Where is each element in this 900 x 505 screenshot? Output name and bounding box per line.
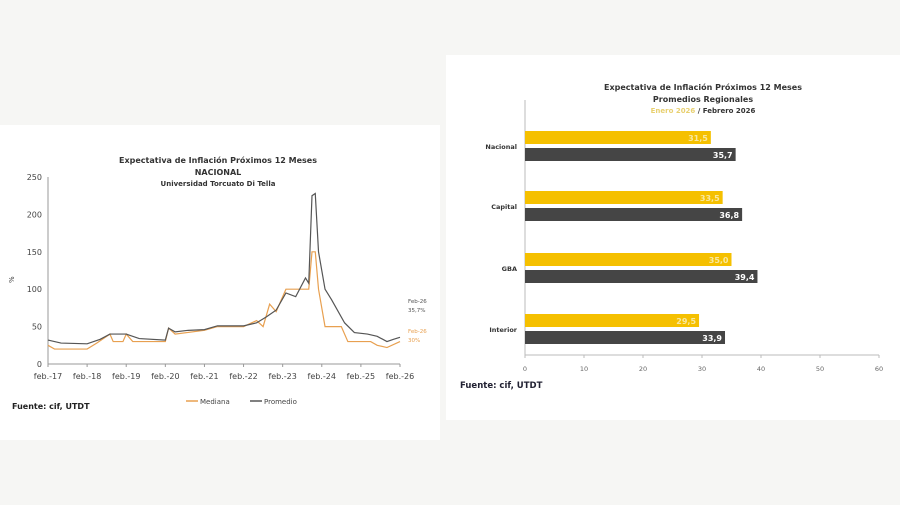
bar-value-label: 39,4 xyxy=(735,273,755,282)
x-tick-label: feb.-23 xyxy=(268,372,296,381)
bar-capital-1 xyxy=(525,208,743,221)
annotation-date: Feb-26 xyxy=(408,329,427,335)
bar-nacional-1 xyxy=(525,148,736,161)
y-tick-label: 0 xyxy=(37,360,42,369)
subtitle-subtitle_sep: / xyxy=(695,107,702,115)
x-tick-label: 10 xyxy=(580,365,588,373)
bar-value-label: 29,5 xyxy=(676,317,696,326)
chart-title: Expectativa de Inflación Próximos 12 Mes… xyxy=(119,155,317,165)
bar-value-label: 36,8 xyxy=(719,211,739,220)
line-chart-panel: Expectativa de Inflación Próximos 12 Mes… xyxy=(0,125,440,440)
source-note: Fuente: cif, UTDT xyxy=(460,381,543,391)
chart-subtitle: NACIONAL xyxy=(195,168,242,177)
bar-gba-1 xyxy=(525,270,758,283)
category-label: GBA xyxy=(502,265,517,273)
subtitle-subtitle_series2: Febrero 2026 xyxy=(703,107,756,115)
x-tick-label: feb.-18 xyxy=(73,372,101,381)
bar-chart: Expectativa de Inflación Próximos 12 Mes… xyxy=(460,82,883,391)
series-line-mediana xyxy=(47,251,401,350)
x-tick-label: 30 xyxy=(698,365,706,373)
y-tick-label: 50 xyxy=(32,323,42,332)
bar-interior-1 xyxy=(525,331,726,344)
x-tick-label: feb.-26 xyxy=(386,372,414,381)
y-tick-label: 250 xyxy=(27,173,42,182)
annotation-value: 35,7% xyxy=(408,308,425,314)
x-tick-label: 20 xyxy=(639,365,647,373)
bar-value-label: 31,5 xyxy=(688,134,708,143)
subtitle-subtitle_series1: Enero 2026 xyxy=(651,107,696,115)
bar-value-label: 33,5 xyxy=(700,194,720,203)
bar-chart-panel: Expectativa de Inflación Próximos 12 Mes… xyxy=(446,55,900,420)
series-line-promedio xyxy=(47,192,401,345)
x-tick-label: feb.-22 xyxy=(229,372,257,381)
x-tick-label: 40 xyxy=(757,365,765,373)
bar-gba-0 xyxy=(525,253,732,266)
y-tick-label: 150 xyxy=(27,248,42,257)
chart-subtitle-2: Universidad Torcuato Di Tella xyxy=(161,180,276,188)
chart-title: Expectativa de Inflación Próximos 12 Mes… xyxy=(604,82,802,92)
legend-label: Promedio xyxy=(264,398,297,406)
bar-interior-0 xyxy=(525,314,700,327)
bar-nacional-0 xyxy=(525,131,711,144)
bar-value-label: 35,0 xyxy=(709,256,729,265)
y-axis-label: % xyxy=(8,276,16,283)
chart-subtitle: Promedios Regionales xyxy=(653,95,753,104)
source-note: Fuente: cif, UTDT xyxy=(12,402,90,411)
x-tick-label: feb.-25 xyxy=(347,372,375,381)
x-tick-label: feb.-19 xyxy=(112,372,140,381)
category-label: Nacional xyxy=(485,143,517,151)
y-tick-label: 100 xyxy=(27,285,42,294)
annotation-date: Feb-26 xyxy=(408,299,427,305)
bar-value-label: 35,7 xyxy=(713,151,733,160)
category-label: Capital xyxy=(491,203,517,211)
x-tick-label: feb.-24 xyxy=(308,372,336,381)
bar-value-label: 33,9 xyxy=(702,334,722,343)
bar-capital-0 xyxy=(525,191,723,204)
x-tick-label: 60 xyxy=(875,365,883,373)
x-tick-label: feb.-17 xyxy=(34,372,62,381)
annotation-value: 30% xyxy=(408,338,420,344)
x-tick-label: 50 xyxy=(816,365,824,373)
chart-subtitle-periods: Enero 2026 / Febrero 2026 xyxy=(651,107,756,115)
x-tick-label: 0 xyxy=(523,365,527,373)
legend-label: Mediana xyxy=(200,398,230,406)
x-tick-label: feb.-21 xyxy=(190,372,218,381)
line-chart: Expectativa de Inflación Próximos 12 Mes… xyxy=(8,155,427,411)
category-label: Interior xyxy=(489,326,517,334)
x-tick-label: feb.-20 xyxy=(151,372,179,381)
y-tick-label: 200 xyxy=(27,210,42,219)
